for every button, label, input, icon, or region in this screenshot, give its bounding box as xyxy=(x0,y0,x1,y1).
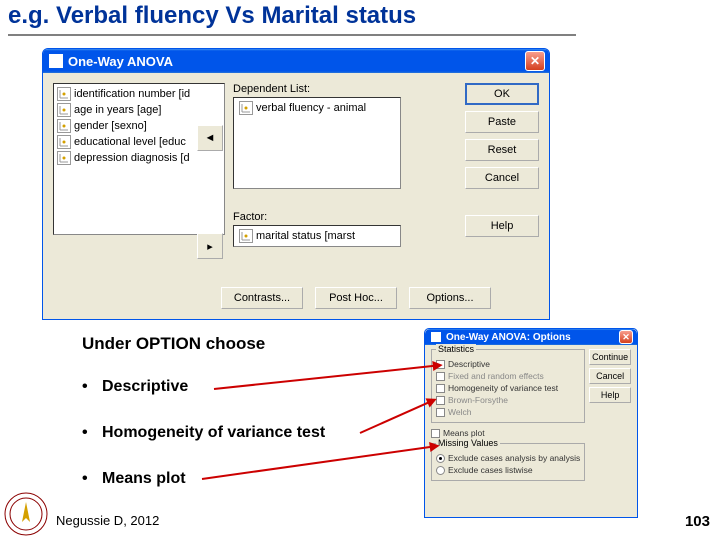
scale-icon xyxy=(57,87,71,101)
bullet-label: Descriptive xyxy=(102,378,188,395)
bullet-label: Means plot xyxy=(102,470,186,487)
factor-label: Factor: xyxy=(233,211,457,223)
close-icon[interactable]: ✕ xyxy=(525,51,545,71)
variable-list[interactable]: identification number [id age in years [… xyxy=(53,83,225,235)
checkbox-icon[interactable] xyxy=(436,384,445,393)
paste-button[interactable]: Paste xyxy=(465,111,539,133)
dialog-title: One-Way ANOVA: Options xyxy=(446,332,571,343)
anova-dialog: One-Way ANOVA ✕ identification number [i… xyxy=(42,48,550,320)
annotation-arrow xyxy=(214,365,435,390)
checkbox-icon[interactable] xyxy=(431,429,440,438)
var-label: age in years [age] xyxy=(74,104,161,116)
bullet-text: •Descriptive xyxy=(82,378,188,396)
cancel-button[interactable]: Cancel xyxy=(465,167,539,189)
radio-icon[interactable] xyxy=(436,454,445,463)
posthoc-button[interactable]: Post Hoc... xyxy=(315,287,397,309)
reset-button[interactable]: Reset xyxy=(465,139,539,161)
scale-icon xyxy=(239,229,253,243)
ok-button[interactable]: OK xyxy=(465,83,539,105)
scale-icon xyxy=(57,151,71,165)
var-label: educational level [educ xyxy=(74,136,186,148)
title-underline xyxy=(8,34,576,36)
option-label: Homogeneity of variance test xyxy=(448,383,558,393)
scale-icon xyxy=(239,101,253,115)
checkbox-row[interactable]: Descriptive xyxy=(436,358,580,370)
factor-list[interactable]: marital status [marst xyxy=(233,225,401,247)
checkbox-icon[interactable] xyxy=(436,372,445,381)
help-button[interactable]: Help xyxy=(589,387,631,403)
checkbox-row[interactable]: Welch xyxy=(436,406,580,418)
missing-group: Missing Values Exclude cases analysis by… xyxy=(431,443,585,481)
app-icon xyxy=(49,54,63,68)
radio-icon[interactable] xyxy=(436,466,445,475)
move-dependent-button[interactable]: ◄ xyxy=(197,125,223,151)
checkbox-icon[interactable] xyxy=(436,408,445,417)
dialog-title: One-Way ANOVA xyxy=(68,54,173,69)
var-label: verbal fluency - animal xyxy=(256,102,366,114)
list-item[interactable]: verbal fluency - animal xyxy=(236,100,398,116)
annotation-arrow xyxy=(360,401,430,434)
close-icon[interactable]: ✕ xyxy=(619,330,633,344)
checkbox-row[interactable]: Fixed and random effects xyxy=(436,370,580,382)
option-label: Exclude cases listwise xyxy=(448,465,533,475)
checkbox-row[interactable]: Homogeneity of variance test xyxy=(436,382,580,394)
footer-credit: Negussie D, 2012 xyxy=(56,513,159,528)
dependent-label: Dependent List: xyxy=(233,83,457,95)
university-logo xyxy=(4,492,48,536)
move-factor-button[interactable]: ▸ xyxy=(197,233,223,259)
list-item[interactable]: depression diagnosis [d xyxy=(54,150,224,166)
option-label: Exclude cases analysis by analysis xyxy=(448,453,580,463)
bullet-text: •Means plot xyxy=(82,470,186,488)
option-label: Means plot xyxy=(443,428,485,438)
cancel-button[interactable]: Cancel xyxy=(589,368,631,384)
page-number: 103 xyxy=(685,513,710,530)
scale-icon xyxy=(57,103,71,117)
bullet-label: Homogeneity of variance test xyxy=(102,424,325,441)
bullet-text: •Homogeneity of variance test xyxy=(82,424,325,442)
radio-row[interactable]: Exclude cases analysis by analysis xyxy=(436,452,580,464)
option-label: Brown-Forsythe xyxy=(448,395,508,405)
list-item[interactable]: age in years [age] xyxy=(54,102,224,118)
titlebar[interactable]: One-Way ANOVA: Options ✕ xyxy=(425,329,637,345)
var-label: identification number [id xyxy=(74,88,190,100)
var-label: depression diagnosis [d xyxy=(74,152,190,164)
slide-title: e.g. Verbal fluency Vs Marital status xyxy=(8,2,416,30)
dependent-list[interactable]: verbal fluency - animal xyxy=(233,97,401,189)
contrasts-button[interactable]: Contrasts... xyxy=(221,287,303,309)
checkbox-row[interactable]: Brown-Forsythe xyxy=(436,394,580,406)
option-label: Descriptive xyxy=(448,359,490,369)
scale-icon xyxy=(57,119,71,133)
options-button[interactable]: Options... xyxy=(409,287,491,309)
group-label: Missing Values xyxy=(436,438,500,448)
titlebar[interactable]: One-Way ANOVA ✕ xyxy=(43,49,549,73)
annotation-arrow xyxy=(202,446,432,480)
list-item[interactable]: identification number [id xyxy=(54,86,224,102)
list-item[interactable]: marital status [marst xyxy=(236,228,398,244)
instruction-text: Under OPTION choose xyxy=(82,334,265,354)
statistics-group: Statistics Descriptive Fixed and random … xyxy=(431,349,585,423)
options-dialog: One-Way ANOVA: Options ✕ Statistics Desc… xyxy=(424,328,638,518)
var-label: marital status [marst xyxy=(256,230,355,242)
option-label: Welch xyxy=(448,407,471,417)
continue-button[interactable]: Continue xyxy=(589,349,631,365)
option-label: Fixed and random effects xyxy=(448,371,544,381)
var-label: gender [sexno] xyxy=(74,120,147,132)
app-icon xyxy=(431,332,441,342)
help-button[interactable]: Help xyxy=(465,215,539,237)
scale-icon xyxy=(57,135,71,149)
radio-row[interactable]: Exclude cases listwise xyxy=(436,464,580,476)
group-label: Statistics xyxy=(436,344,476,354)
